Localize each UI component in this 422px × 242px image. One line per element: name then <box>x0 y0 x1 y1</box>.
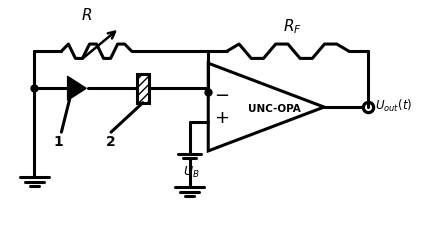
Text: $R_F$: $R_F$ <box>283 17 301 36</box>
Polygon shape <box>68 76 86 100</box>
Text: $U_B$: $U_B$ <box>184 165 200 180</box>
Text: $R$: $R$ <box>81 7 92 23</box>
Text: UNC-OPA: UNC-OPA <box>248 104 301 114</box>
Text: 2: 2 <box>106 135 116 149</box>
Polygon shape <box>208 63 324 151</box>
Text: $+$: $+$ <box>214 109 229 128</box>
Text: 1: 1 <box>54 135 63 149</box>
Text: $U_{out}(t)$: $U_{out}(t)$ <box>375 97 412 113</box>
Bar <box>137 74 149 103</box>
Text: $-$: $-$ <box>214 85 229 103</box>
